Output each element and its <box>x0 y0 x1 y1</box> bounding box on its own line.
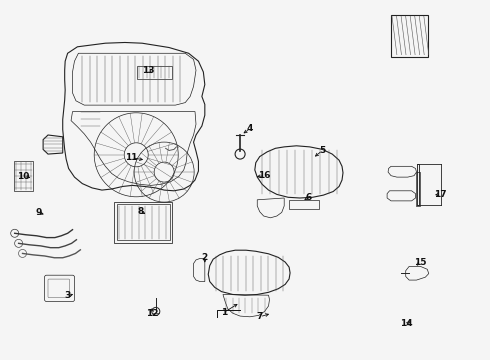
Bar <box>117 204 170 240</box>
Text: 10: 10 <box>17 172 30 181</box>
Bar <box>137 66 172 79</box>
Bar <box>416 164 419 205</box>
Bar <box>391 15 428 57</box>
Text: 5: 5 <box>319 146 325 155</box>
Text: 3: 3 <box>65 291 71 300</box>
Text: 8: 8 <box>138 207 144 216</box>
Text: 11: 11 <box>125 153 138 162</box>
Text: 1: 1 <box>221 308 227 317</box>
Text: 7: 7 <box>256 312 263 321</box>
Text: 15: 15 <box>414 258 427 266</box>
Text: 9: 9 <box>35 208 42 217</box>
Text: 17: 17 <box>434 190 446 199</box>
Text: 6: 6 <box>306 193 312 202</box>
Text: 2: 2 <box>202 253 208 262</box>
Text: 16: 16 <box>258 171 271 180</box>
Text: 4: 4 <box>246 124 253 133</box>
Text: 12: 12 <box>146 309 158 318</box>
Bar <box>416 172 420 206</box>
Bar <box>114 202 172 243</box>
Text: 14: 14 <box>400 320 413 328</box>
Text: 13: 13 <box>142 66 154 75</box>
Bar <box>14 161 33 191</box>
Bar <box>289 200 319 209</box>
